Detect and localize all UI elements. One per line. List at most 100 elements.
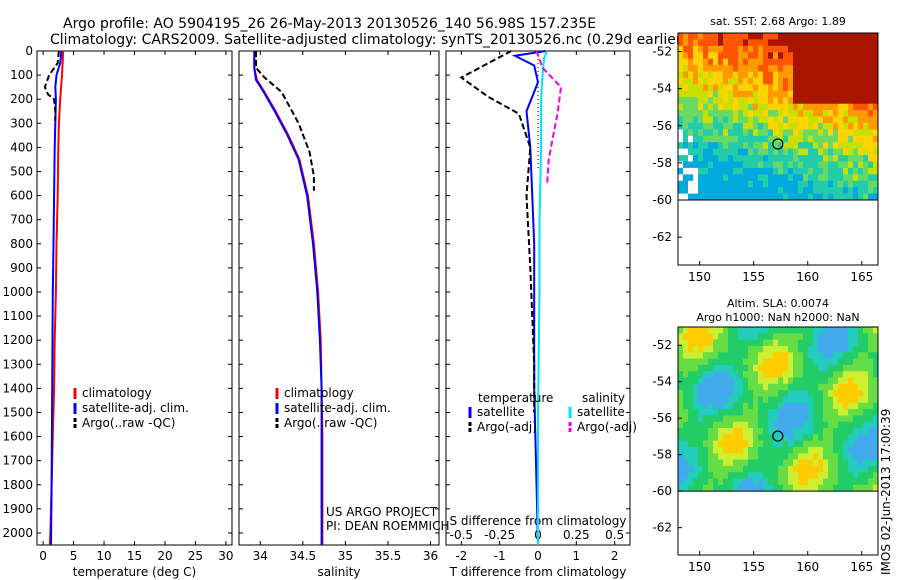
map-frame (677, 32, 879, 266)
x-tick-label: 165 (850, 270, 873, 284)
x-tick-label: 0 (39, 549, 47, 563)
y-tick-label: -62 (652, 521, 672, 535)
legend-label: satellite (477, 405, 525, 419)
x-tick-label: 20 (157, 549, 172, 563)
y-tick-label: 500 (10, 164, 33, 178)
y-tick-label: 1800 (2, 478, 33, 492)
x-tick-label: 2 (611, 549, 619, 563)
salinity-profile-panel: 34 34.5 35 35.5 36 salinity climatologysatelli… (238, 50, 440, 579)
no-data-region (678, 200, 878, 265)
y-tick-label: 1900 (2, 502, 33, 516)
argo-location-marker (772, 430, 784, 442)
y-tick-label: -52 (652, 338, 672, 352)
legend-label: Argo(-adj) (577, 420, 637, 434)
plot-frame (238, 50, 440, 546)
series-line-climatology (253, 51, 324, 545)
project-credit: US ARGO PROJECT (326, 505, 438, 519)
series-line-argo-raw-qc (255, 51, 315, 191)
y-tick-label: 300 (10, 116, 33, 130)
y-tick-label: 1000 (2, 285, 33, 299)
x-tick-label: 25 (188, 549, 203, 563)
y-tick-label: -54 (652, 82, 672, 96)
y-tick-label: -56 (652, 411, 672, 425)
x-tick-label: -1 (494, 549, 506, 563)
y-tick-label: 100 (10, 68, 33, 82)
y-tick-label: 1200 (2, 333, 33, 347)
x-top-tick-label: -0.5 (450, 528, 473, 542)
y-tick-label: -60 (652, 193, 672, 207)
heatmap-cells (678, 327, 878, 492)
heatmap-cells (678, 33, 878, 201)
legend-label: Argo(..raw -QC) (284, 416, 377, 430)
legend-label: satellite-adj. clim. (284, 401, 391, 415)
series-line-satellite-adj-clim (50, 50, 63, 546)
sst-map-panel: 150 155 160 165 -52 -54 -56 -58 -60 -62 sat. SST: … (652, 15, 879, 284)
x-tick-label: 165 (850, 560, 873, 574)
temperature-profile-panel: 0100200300400500600700800900100011001200… (2, 44, 233, 579)
plot-frame (36, 50, 233, 546)
x-tick-label: 0 (534, 549, 542, 563)
imos-watermark: IMOS 02-Jun-2013 17:00:39 (879, 409, 893, 575)
y-tick-label: 200 (10, 92, 33, 106)
y-tick-label: -56 (652, 119, 672, 133)
no-data-region (678, 491, 878, 555)
x-top-tick-label: 0.25 (563, 528, 590, 542)
map-title: sat. SST: 2.68 Argo: 1.89 (710, 15, 846, 28)
legend-heading-salinity: salinity (582, 391, 625, 405)
y-tick-label: 1500 (2, 405, 33, 419)
x-top-tick-label: -0.25 (484, 528, 515, 542)
x-tick-label: -2 (455, 549, 467, 563)
y-tick-label: -52 (652, 45, 672, 59)
x-tick-label: 36 (423, 549, 438, 563)
y-tick-label: 1600 (2, 430, 33, 444)
x-tick-label: 160 (796, 270, 819, 284)
x-tick-label: 155 (742, 560, 765, 574)
argo-location-marker (772, 138, 784, 150)
y-tick-label: 2000 (2, 526, 33, 540)
x-tick-label: 15 (127, 549, 142, 563)
x-top-tick-label: 0.5 (605, 528, 624, 542)
y-tick-label: -54 (652, 375, 672, 389)
series-line-argo-raw-qc (43, 50, 60, 121)
x-tick-label: 150 (688, 560, 711, 574)
y-tick-label: 1400 (2, 381, 33, 395)
x-tick-label: 30 (218, 549, 233, 563)
series-line-salinity-argo-adj (535, 50, 563, 184)
y-tick-label: 900 (10, 261, 33, 275)
y-tick-label: -62 (652, 230, 672, 244)
x-tick-label: 35.5 (375, 549, 402, 563)
y-tick-label: -60 (652, 484, 672, 498)
legend-label: climatology (284, 386, 354, 400)
map-title: Altim. SLA: 0.0074 (727, 297, 829, 310)
x-tick-label: 150 (688, 270, 711, 284)
map-subtitle: Argo h1000: NaN h2000: NaN (696, 311, 859, 324)
legend-heading-temperature: temperature (478, 391, 553, 405)
difference-profile-panel: -2 -1 0 1 2 T difference from climatology -0.5… (445, 50, 637, 579)
x-tick-label: 34 (253, 549, 268, 563)
x-tick-label: 160 (796, 560, 819, 574)
title-line-2: Climatology: CARS2009. Satellite-adjuste… (50, 32, 687, 48)
y-tick-label: 400 (10, 140, 33, 154)
x-tick-label: 155 (742, 270, 765, 284)
y-tick-label: 1300 (2, 357, 33, 371)
y-tick-label: 800 (10, 237, 33, 251)
y-tick-label: -58 (652, 448, 672, 462)
x-tick-label: 34.5 (289, 549, 316, 563)
legend-label: satellite-adj. clim. (82, 401, 189, 415)
legend-label: Argo(-adj) (477, 420, 537, 434)
series-line-salinity-satellite (537, 50, 549, 545)
y-tick-label: 1100 (2, 309, 33, 323)
x-tick-label: 1 (573, 549, 581, 563)
y-tick-label: -58 (652, 156, 672, 170)
series-line-temperature-argo-adj (459, 50, 536, 413)
legend-label: Argo(..raw -QC) (82, 416, 175, 430)
x-axis-label: T difference from climatology (449, 565, 627, 579)
x-axis-label: salinity (317, 565, 360, 579)
y-tick-label: 600 (10, 189, 33, 203)
title-line-1: Argo profile: AO 5904195_26 26-May-2013 … (63, 16, 596, 32)
y-tick-label: 0 (25, 44, 33, 58)
legend-label: satellite (577, 405, 625, 419)
sla-map-panel: 150 155 160 165 -52 -54 -56 -58 -60 -62 Altim. SLA… (652, 297, 879, 574)
x-tick-label: 35 (338, 549, 353, 563)
